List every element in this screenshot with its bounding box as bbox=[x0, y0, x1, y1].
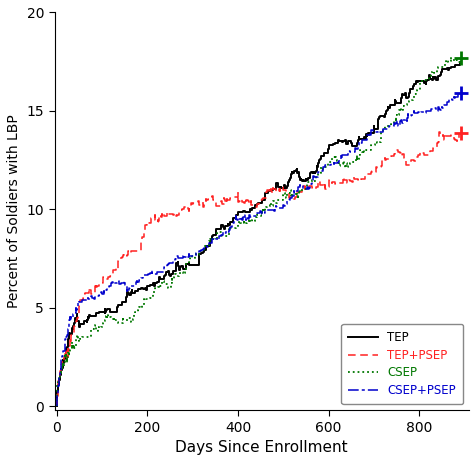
TEP+PSEP bbox=[263, 192, 269, 198]
CSEP bbox=[314, 176, 319, 182]
CSEP bbox=[447, 54, 453, 60]
TEP bbox=[457, 59, 463, 64]
TEP bbox=[54, 403, 60, 409]
Line: CSEP+PSEP: CSEP+PSEP bbox=[57, 93, 458, 406]
Line: CSEP: CSEP bbox=[57, 57, 461, 406]
TEP+PSEP bbox=[456, 130, 462, 135]
TEP+PSEP bbox=[436, 129, 442, 135]
CSEP bbox=[270, 199, 276, 204]
CSEP+PSEP bbox=[422, 110, 428, 116]
Line: TEP+PSEP: TEP+PSEP bbox=[57, 132, 459, 406]
X-axis label: Days Since Enrollment: Days Since Enrollment bbox=[176, 440, 348, 455]
CSEP+PSEP bbox=[455, 91, 461, 96]
TEP+PSEP bbox=[312, 186, 317, 191]
TEP+PSEP bbox=[54, 403, 60, 409]
CSEP bbox=[100, 323, 106, 328]
TEP bbox=[240, 208, 246, 213]
CSEP bbox=[412, 91, 417, 97]
TEP bbox=[422, 79, 428, 85]
CSEP+PSEP bbox=[121, 280, 127, 286]
Legend: TEP, TEP+PSEP, CSEP, CSEP+PSEP: TEP, TEP+PSEP, CSEP, CSEP+PSEP bbox=[341, 324, 463, 404]
Line: TEP: TEP bbox=[57, 61, 460, 406]
TEP+PSEP bbox=[413, 156, 418, 161]
TEP+PSEP bbox=[219, 201, 225, 207]
TEP bbox=[124, 295, 130, 300]
CSEP bbox=[458, 55, 464, 61]
CSEP+PSEP bbox=[101, 288, 107, 294]
CSEP+PSEP bbox=[232, 216, 238, 222]
CSEP+PSEP bbox=[54, 403, 60, 409]
TEP+PSEP bbox=[119, 255, 125, 261]
CSEP bbox=[235, 224, 240, 230]
TEP bbox=[322, 152, 327, 158]
CSEP bbox=[112, 318, 118, 324]
TEP bbox=[294, 167, 299, 173]
CSEP+PSEP bbox=[272, 204, 278, 210]
Y-axis label: Percent of Soldiers with LBP: Percent of Soldiers with LBP bbox=[7, 115, 21, 308]
CSEP bbox=[54, 403, 60, 409]
TEP bbox=[99, 309, 105, 314]
TEP+PSEP bbox=[95, 283, 101, 288]
CSEP+PSEP bbox=[311, 174, 317, 179]
